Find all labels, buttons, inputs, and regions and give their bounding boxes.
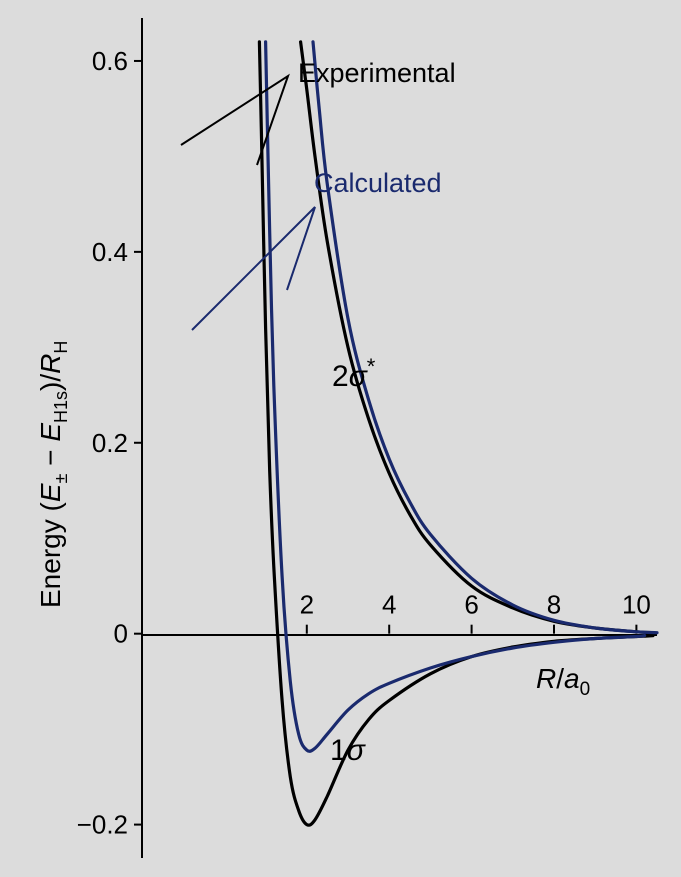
- y-ticks: −0.2 0 0.2 0.4 0.6: [77, 46, 142, 840]
- x-tick-label: 4: [382, 590, 396, 620]
- x-tick-label: 10: [622, 590, 651, 620]
- y-axis-title-close: )/: [35, 374, 66, 391]
- y-tick-label: 0.2: [92, 428, 128, 458]
- calculated-label: Calculated: [314, 168, 442, 198]
- bonding-label-number: 1: [330, 734, 347, 767]
- x-ticks: 2 4 6 8 10: [300, 590, 651, 634]
- series-line-calc-1s: [264, 40, 647, 753]
- bonding-curve-label: 1σ: [330, 734, 367, 767]
- x-axis-title-subscript: 0: [580, 679, 591, 700]
- antibonding-label-star: *: [367, 354, 376, 379]
- antibonding-curve-label: 2σ*: [332, 354, 376, 393]
- y-axis-title-e2: E: [35, 423, 66, 442]
- antibonding-label-number: 2: [332, 360, 349, 393]
- callout-lines: [180, 73, 316, 331]
- y-tick-label: −0.2: [77, 810, 128, 840]
- calculated-callout-line: [191, 206, 316, 331]
- x-axis-title-slash: /: [556, 663, 564, 694]
- y-axis-title-sub-h1s: H1s: [51, 391, 71, 423]
- y-axis-title-minus: −: [35, 442, 66, 474]
- y-axis-title: Energy (E± − EH1s)/RH: [35, 341, 71, 608]
- x-axis-title-a: a: [564, 663, 580, 694]
- experimental-label: Experimental: [298, 58, 456, 88]
- y-axis-title-sub-h: H: [51, 341, 71, 354]
- y-axis-title-prefix: Energy (: [35, 502, 66, 608]
- experimental-callout-line: [180, 73, 290, 166]
- series-line-calc-2s: [311, 40, 659, 635]
- x-tick-label: 8: [547, 590, 561, 620]
- x-tick-label: 6: [464, 590, 478, 620]
- x-axis-title-r: R: [536, 663, 556, 694]
- axes: [141, 18, 657, 858]
- y-axis-title-r: R: [35, 354, 66, 374]
- y-tick-label: 0.4: [92, 237, 128, 267]
- y-axis-title-e1: E: [35, 483, 66, 502]
- x-axis-title: R/a0: [536, 663, 590, 700]
- y-tick-label: 0: [114, 619, 128, 649]
- x-tick-label: 2: [300, 590, 314, 620]
- bonding-label-sigma: σ: [347, 734, 367, 767]
- y-axis-title-sub-pm: ±: [51, 473, 71, 483]
- curves: [257, 40, 659, 827]
- y-tick-label: 0.6: [92, 46, 128, 76]
- antibonding-label-sigma: σ: [349, 360, 369, 393]
